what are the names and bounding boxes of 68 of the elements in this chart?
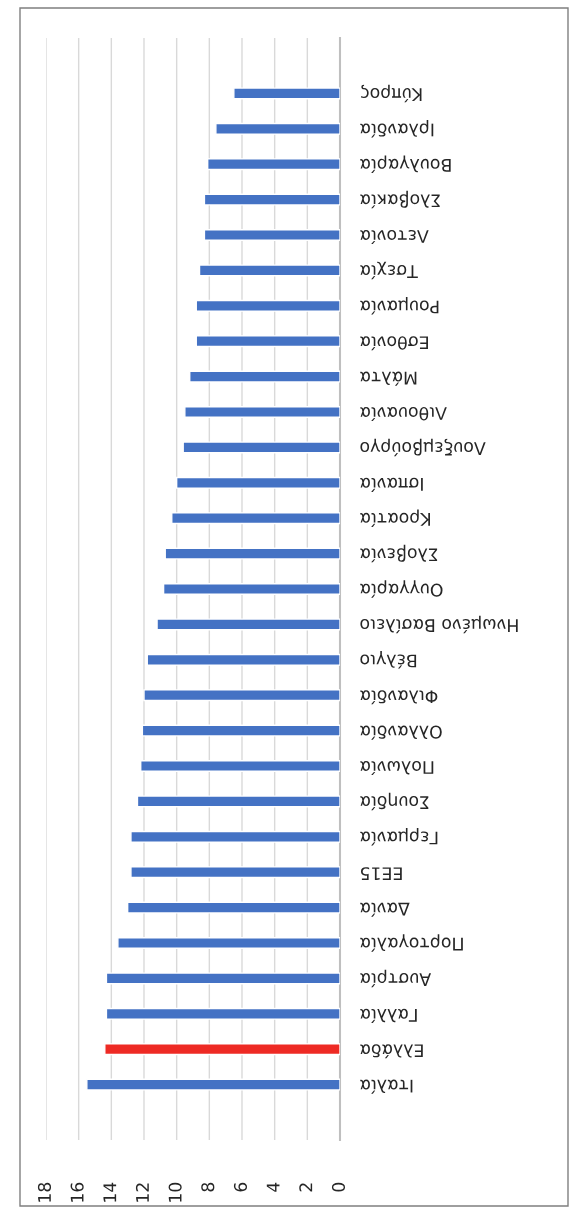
x-tick-label: 4	[266, 1182, 280, 1192]
bar	[136, 795, 340, 808]
y-tick-label: Γαλλία	[360, 1008, 417, 1023]
bar	[171, 512, 340, 525]
bar	[182, 441, 340, 454]
y-tick-label: Δανία	[360, 902, 410, 917]
y-tick-label: Γερμανία	[360, 828, 438, 846]
bar	[215, 122, 340, 135]
y-tick-label: Λουξεμβούργο	[360, 438, 486, 457]
y-tick-label: Φιλανδία	[360, 690, 438, 705]
y-tick-label: Βουλγαρία	[360, 155, 451, 173]
bar	[130, 830, 340, 843]
y-tick-label: Λιθουανία	[360, 406, 447, 422]
y-tick-label: Σλοβακία	[360, 190, 440, 209]
bar	[195, 299, 340, 312]
bar	[164, 547, 340, 560]
bar	[203, 228, 340, 242]
bar	[143, 689, 340, 702]
y-tick-label: Ιταλία	[360, 1079, 413, 1094]
y-tick-label: Σλοβενία	[360, 544, 438, 563]
y-tick-label: Μάλτα	[360, 371, 417, 386]
x-tick-label: 18	[37, 1182, 52, 1202]
bar	[156, 618, 340, 631]
x-tick-label: 2	[299, 1183, 313, 1192]
bar	[195, 335, 340, 348]
bar	[162, 582, 340, 596]
bar	[198, 264, 340, 277]
x-tick-label: 6	[233, 1182, 248, 1192]
bar	[104, 1043, 340, 1056]
y-tick-label: Ισπανία	[360, 477, 423, 492]
bar	[141, 724, 340, 737]
bar	[233, 87, 340, 100]
x-tick-label: 10	[168, 1182, 182, 1202]
y-tick-label: Πορτογαλία	[360, 934, 463, 952]
bar	[105, 972, 340, 985]
y-tick-label: Σουηδία	[360, 792, 429, 811]
x-tick-label: 14	[103, 1182, 117, 1202]
bar	[175, 476, 340, 489]
x-tick-label: 12	[135, 1183, 149, 1202]
bar	[105, 1007, 340, 1020]
x-tick-label: 8	[201, 1182, 215, 1192]
y-tick-label: Ιρλανδία	[360, 120, 434, 138]
bar	[117, 936, 340, 950]
bar	[146, 653, 340, 666]
y-tick-label: Ελλάδα	[360, 1044, 423, 1059]
y-tick-label: Εσθονία	[360, 336, 428, 351]
y-tick-label: Βέλγιο	[360, 651, 417, 669]
bar	[189, 370, 340, 383]
y-tick-label: Ουγγαρία	[360, 580, 443, 598]
y-tick-label: Κύπρος	[361, 84, 422, 103]
y-tick-label: Ηνωμένο Βασίλειο	[360, 615, 518, 634]
y-tick-label: Ρουμανία	[360, 297, 439, 315]
bar	[207, 158, 340, 171]
x-tick-label: 16	[70, 1182, 84, 1202]
bar	[184, 405, 340, 419]
bar	[140, 759, 340, 773]
y-tick-label: Κροατία	[360, 509, 430, 527]
y-tick-label: ΕΕ15	[360, 867, 402, 881]
y-tick-label: Τσεχία	[360, 261, 418, 280]
bar	[86, 1078, 340, 1091]
bar	[203, 193, 340, 206]
bar	[130, 866, 340, 879]
y-tick-label: Αυστρία	[360, 969, 432, 988]
bar	[126, 901, 340, 914]
y-tick-label: Ολλανδία	[360, 725, 442, 740]
y-tick-label: Λετονία	[360, 229, 429, 245]
y-tick-label: Πολωνία	[360, 760, 434, 776]
x-tick-label: 0	[331, 1182, 346, 1192]
